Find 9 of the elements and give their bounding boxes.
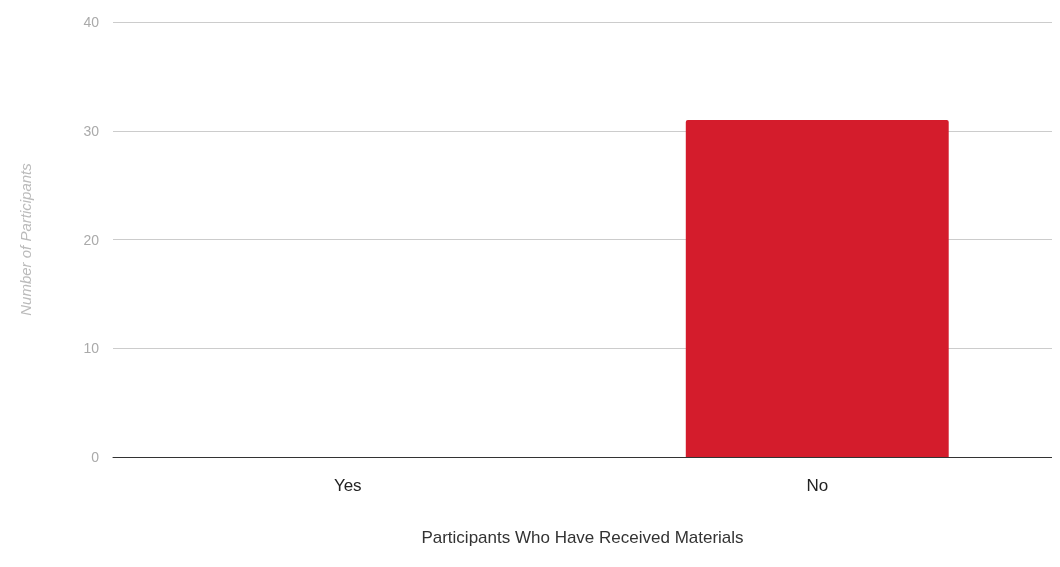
y-axis-title: Number of Participants xyxy=(17,162,34,316)
y-tick-label: 40 xyxy=(83,14,100,30)
y-tick-label: 10 xyxy=(83,340,100,357)
y-tick-label: 0 xyxy=(91,449,100,465)
x-tick-label: No xyxy=(806,476,829,495)
x-axis-title: Participants Who Have Received Materials xyxy=(421,528,744,547)
y-tick-label: 20 xyxy=(83,231,100,248)
y-tick-label: 30 xyxy=(83,122,100,139)
x-tick-label: Yes xyxy=(333,476,362,495)
